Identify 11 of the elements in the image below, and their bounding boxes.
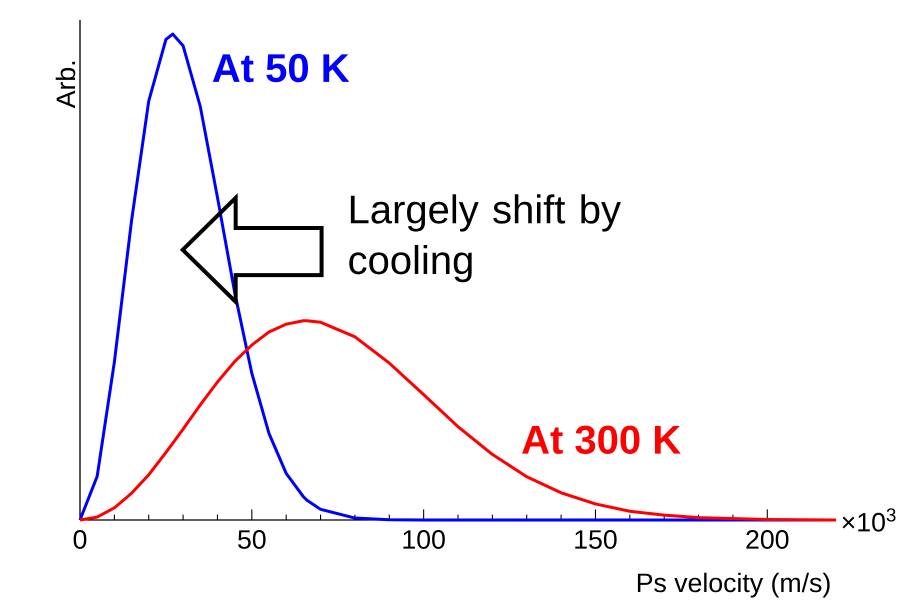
- y-axis-title: Arb.: [56, 62, 76, 108]
- x-tick-label: 150: [575, 530, 617, 549]
- x-tick-label: 200: [746, 530, 788, 549]
- series-label: At 50 K: [212, 54, 350, 82]
- x-tick-label: 50: [238, 530, 266, 549]
- series-label: At 300 K: [522, 426, 681, 454]
- text: ×10$^{3}$: [842, 508, 896, 532]
- annotation: Largely shift by cooling: [349, 194, 621, 282]
- x-tick-label: 100: [403, 530, 445, 549]
- x-tick-label: 0: [74, 530, 86, 549]
- x-axis-title: Ps velocity (m/s): [638, 572, 830, 598]
